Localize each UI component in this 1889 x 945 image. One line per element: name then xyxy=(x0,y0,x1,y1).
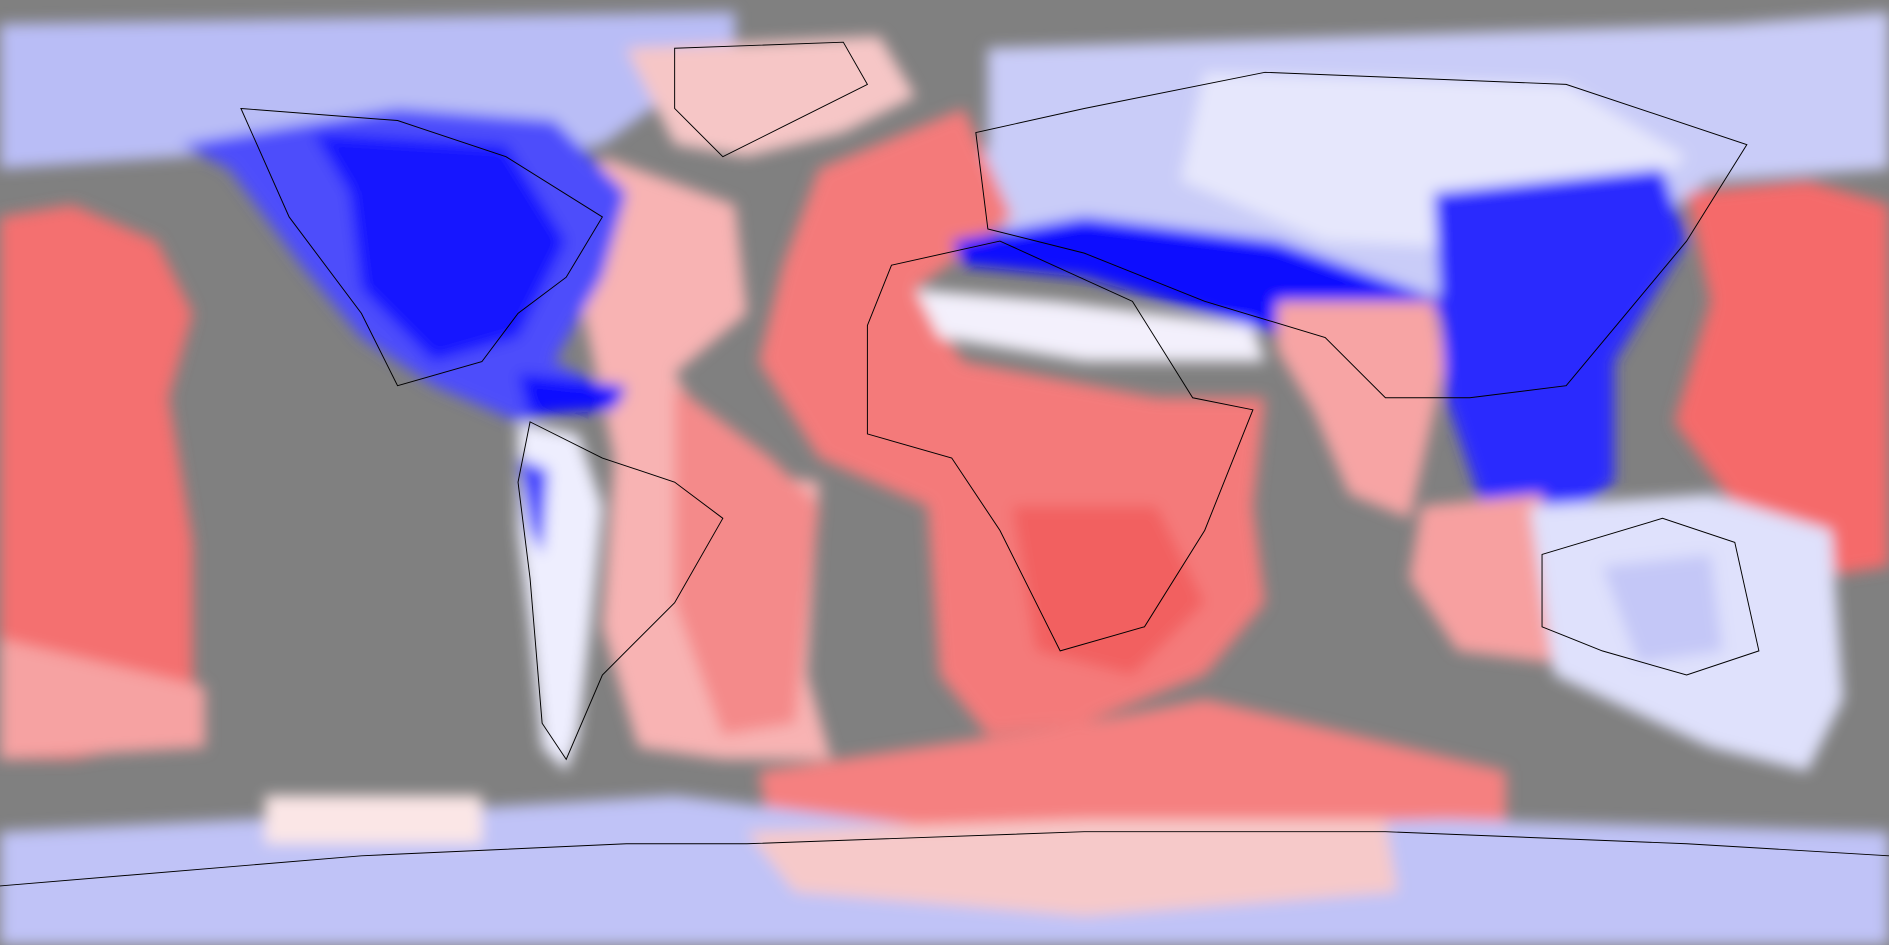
greenland-region xyxy=(626,36,916,157)
east-pacific-region xyxy=(0,204,205,760)
coastline-north-america xyxy=(240,107,604,387)
south-atlantic-region xyxy=(674,385,820,736)
coastline-greenland xyxy=(674,41,869,158)
coastlines xyxy=(0,41,1889,887)
southern-ocean-region xyxy=(758,699,1506,844)
coastline-south-america xyxy=(517,421,724,761)
coastline-antarctica xyxy=(0,831,1889,887)
india-region xyxy=(1277,301,1446,519)
antarctic-peninsula-region xyxy=(265,795,482,844)
coastline-africa xyxy=(866,240,1254,652)
australia-interior xyxy=(1602,554,1723,663)
caribbean-region xyxy=(518,373,627,416)
coastline-australia xyxy=(1541,517,1760,676)
west-pacific-region xyxy=(1674,180,1889,579)
indian-ocean-region xyxy=(1409,494,1555,663)
field-layer xyxy=(0,12,1889,945)
antarctica-warm-region xyxy=(746,819,1398,917)
southeast-asia-region xyxy=(1433,168,1687,519)
coastline-eurasia xyxy=(975,71,1748,399)
southern-africa-core xyxy=(1011,506,1205,675)
sahara-light-region xyxy=(915,289,1265,362)
andes-region xyxy=(518,458,549,555)
east-pacific-south-region xyxy=(0,638,205,760)
